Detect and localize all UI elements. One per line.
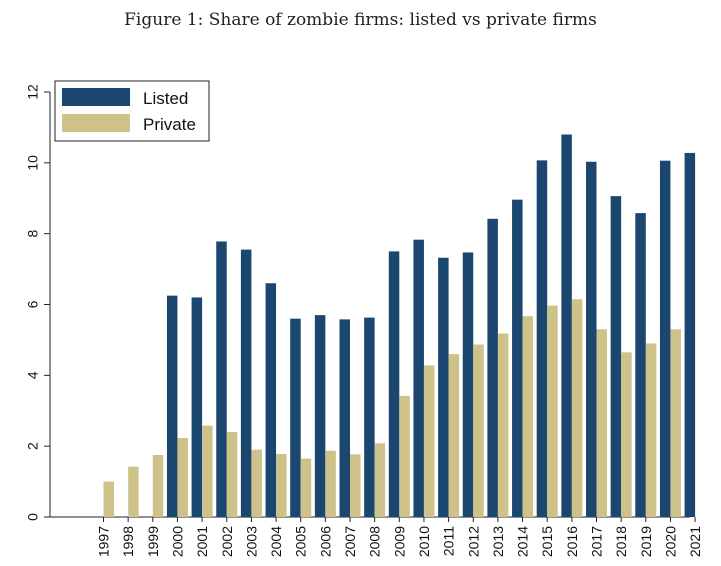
legend-swatch-listed	[62, 88, 130, 106]
bar-listed-2000	[166, 295, 178, 517]
bar-listed-2002	[216, 241, 227, 518]
y-tick-label: 10	[25, 155, 41, 171]
x-tick-label: 2011	[441, 526, 457, 556]
bar-listed-2018	[610, 196, 622, 517]
bar-private-2020	[670, 329, 681, 517]
x-tick-label: 2012	[465, 526, 481, 557]
x-tick-label: 2016	[564, 526, 580, 557]
x-tick-label: 1999	[145, 526, 161, 557]
bar-private-2002	[226, 432, 238, 517]
bar-listed-2019	[635, 213, 646, 517]
bar-listed-2003	[240, 249, 252, 517]
y-tick-label: 8	[25, 230, 41, 238]
y-tick-label: 4	[25, 371, 41, 379]
bar-private-1997	[103, 481, 114, 517]
bar-listed-2014	[512, 199, 523, 517]
legend-swatch-private	[62, 114, 130, 132]
bar-listed-2012	[462, 252, 474, 517]
chart-title: Figure 1: Share of zombie firms: listed …	[124, 10, 597, 30]
bar-listed-2016	[561, 134, 572, 517]
x-tick-label: 2017	[589, 526, 605, 557]
bar-private-2008	[374, 443, 386, 517]
x-tick-label: 2014	[515, 526, 531, 557]
bar-private-2018	[621, 352, 632, 517]
bar-listed-2010	[413, 239, 424, 517]
x-tick-label: 2008	[367, 526, 383, 557]
bar-private-2011	[448, 354, 460, 517]
bar-private-2004	[276, 453, 287, 517]
x-tick-label: 2004	[268, 526, 284, 557]
x-tick-label: 2018	[613, 526, 629, 557]
x-tick-label: 2013	[490, 526, 506, 557]
bar-listed-2011	[438, 257, 449, 517]
x-tick-label: 1998	[120, 526, 136, 557]
bar-listed-2015	[536, 160, 548, 517]
bar-private-2017	[596, 329, 607, 517]
x-tick-label: 2010	[416, 526, 432, 557]
bar-listed-2004	[265, 283, 277, 517]
x-tick-label: 2021	[687, 526, 703, 557]
y-tick-label: 0	[25, 513, 41, 521]
y-tick-label: 12	[25, 84, 41, 100]
x-tick-label: 2009	[391, 526, 407, 557]
bar-private-2014	[522, 316, 534, 517]
bar-listed-2001	[191, 297, 203, 517]
x-tick-label: 2007	[342, 526, 358, 557]
bar-private-1999	[152, 455, 164, 517]
bar-private-2015	[547, 305, 558, 517]
bar-private-2012	[473, 344, 484, 517]
bar-private-1998	[128, 466, 139, 517]
y-tick-label: 2	[25, 442, 41, 450]
bar-private-2019	[645, 343, 657, 517]
legend: Listed Private	[54, 80, 210, 142]
x-tick-label: 2005	[293, 526, 309, 557]
x-tick-label: 2006	[317, 526, 333, 557]
bar-private-2006	[325, 450, 336, 517]
bar-listed-2021	[684, 152, 696, 517]
bar-listed-2005	[290, 318, 301, 517]
legend-label-listed: Listed	[143, 89, 188, 108]
bar-listed-2008	[364, 317, 375, 517]
x-tick-label: 2015	[539, 526, 555, 557]
y-tick-label: 6	[25, 300, 41, 308]
bar-private-2000	[177, 438, 188, 517]
axes: 0 2 4 6 8 10 12 1997 1998 1999 2000 2001 2002 2003 200…	[25, 84, 703, 557]
x-tick-label: 2020	[662, 526, 678, 557]
bar-private-2016	[571, 299, 583, 517]
x-tick-label: 2002	[219, 526, 235, 557]
bar-private-2007	[350, 454, 361, 517]
bars	[103, 134, 696, 518]
bar-listed-2017	[586, 161, 597, 518]
x-tick-label: 2019	[638, 526, 654, 557]
bar-private-2005	[300, 458, 312, 517]
bar-listed-2006	[314, 315, 326, 517]
x-tick-label: 1997	[96, 526, 112, 557]
bar-listed-2020	[659, 160, 671, 518]
bar-listed-2007	[339, 319, 350, 517]
bar-private-2013	[497, 333, 509, 517]
bar-listed-2009	[388, 251, 400, 517]
bar-private-2009	[399, 395, 410, 517]
x-tick-label: 2000	[169, 526, 185, 557]
bar-private-2003	[251, 449, 262, 517]
bar-private-2001	[202, 425, 213, 517]
legend-label-private: Private	[143, 115, 196, 134]
x-tick-label: 2001	[194, 526, 210, 557]
bar-listed-2013	[487, 218, 498, 517]
bar-private-2010	[423, 365, 435, 517]
x-tick-label: 2003	[243, 526, 259, 557]
